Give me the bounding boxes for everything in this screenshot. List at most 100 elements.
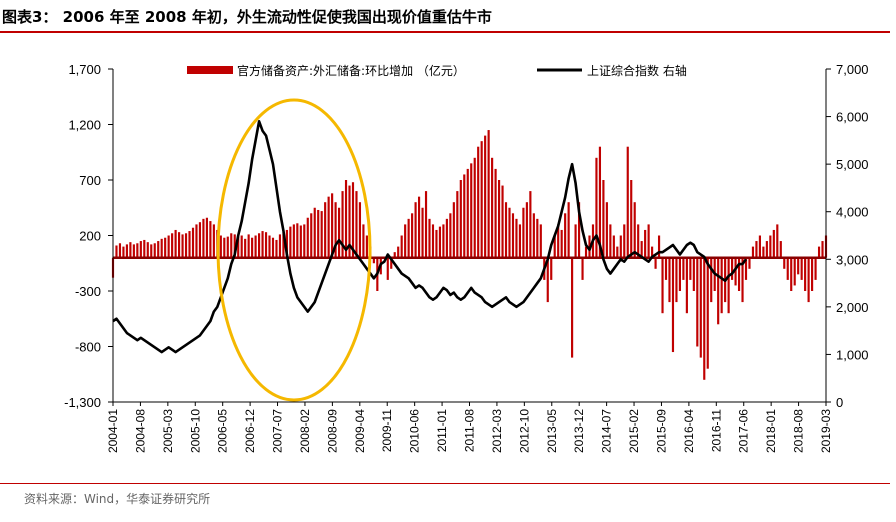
bar <box>675 257 678 303</box>
bar <box>122 246 125 258</box>
bar <box>244 238 247 258</box>
bar <box>411 213 414 258</box>
bar <box>706 257 709 369</box>
chart-title: 图表3： 2006 年至 2008 年初，外生流动性促使我国出现价值重估牛市 <box>2 8 492 26</box>
x-axis-ticks: 2004-01 2004-08 2005-03 2005-10 2006-05 2006-… <box>106 402 833 453</box>
right-tick-label: 1,000 <box>836 347 869 362</box>
bar <box>574 224 577 258</box>
bar <box>717 257 720 325</box>
bar <box>275 239 278 258</box>
x-tick-label: 2011-01 <box>435 409 449 452</box>
bar <box>623 224 626 258</box>
bar <box>414 202 417 258</box>
bar <box>731 257 734 280</box>
x-tick-label: 2005-03 <box>161 409 175 453</box>
bar <box>184 233 188 258</box>
right-tick-label: 7,000 <box>836 62 869 77</box>
bar <box>703 257 706 380</box>
right-tick-label: 5,000 <box>836 157 869 172</box>
bar <box>550 257 553 280</box>
x-tick-label: 2006-05 <box>216 409 230 453</box>
bar <box>205 217 208 258</box>
bar <box>529 191 532 258</box>
index-line <box>112 120 748 354</box>
bar <box>654 257 657 269</box>
bar <box>463 174 466 258</box>
bar <box>536 218 539 258</box>
bar <box>456 191 459 258</box>
bar <box>567 202 570 258</box>
x-tick-label: 2013-05 <box>545 409 559 453</box>
x-tick-label: 2004-01 <box>106 409 120 453</box>
bar <box>560 229 563 258</box>
bar <box>209 221 212 258</box>
bar <box>261 231 264 258</box>
x-tick-label: 2016-11 <box>709 409 723 452</box>
bar <box>160 238 163 258</box>
bar <box>125 244 128 258</box>
bar <box>341 191 344 258</box>
x-tick-label: 2012-10 <box>517 409 531 453</box>
bar <box>751 246 755 258</box>
x-tick-label: 2018-01 <box>764 409 778 453</box>
bar <box>150 244 153 258</box>
bar <box>285 229 288 258</box>
bar <box>748 257 751 269</box>
bar <box>811 257 814 291</box>
left-tick-label: 200 <box>79 229 101 244</box>
left-tick-label: 1,700 <box>68 62 101 77</box>
right-axis-ticks: 7,000 6,000 5,000 4,000 3,000 2,000 1,000 0 <box>826 62 869 410</box>
bar <box>358 202 362 258</box>
bar <box>470 163 473 258</box>
bar <box>657 235 661 258</box>
bar <box>546 257 549 303</box>
bar <box>515 218 518 258</box>
highlight-ellipse <box>216 98 372 402</box>
bar <box>758 235 761 258</box>
bar <box>251 237 254 258</box>
bar <box>188 231 191 258</box>
bar <box>306 217 309 258</box>
x-tick-label: 2005-10 <box>188 409 202 453</box>
bar <box>504 202 508 258</box>
bar <box>598 146 602 258</box>
bar <box>348 185 351 258</box>
x-tick-label: 2008-02 <box>298 409 312 453</box>
bar <box>518 224 522 258</box>
bar <box>202 218 205 258</box>
bar <box>146 242 149 258</box>
bar <box>797 257 800 275</box>
line-series <box>112 120 748 354</box>
bar <box>157 241 160 258</box>
legend-swatch-bar <box>187 66 233 74</box>
bar <box>195 224 198 258</box>
bar <box>692 257 695 291</box>
bar <box>174 229 177 258</box>
bar <box>136 243 139 258</box>
bar <box>473 157 476 258</box>
bar <box>386 257 389 280</box>
bar <box>605 202 608 258</box>
x-tick-label: 2007-07 <box>271 409 285 453</box>
bar <box>466 168 469 258</box>
bar <box>404 224 407 258</box>
bar <box>435 229 438 258</box>
bar <box>320 211 323 258</box>
x-tick-label: 2004-08 <box>133 409 147 453</box>
bar <box>171 233 174 258</box>
bar <box>223 237 226 258</box>
bar <box>626 146 629 258</box>
bar <box>644 229 647 258</box>
bar <box>258 233 261 258</box>
right-tick-label: 0 <box>836 395 843 410</box>
bar <box>678 257 681 291</box>
bar <box>296 223 299 258</box>
bar <box>564 213 567 258</box>
bar <box>337 207 341 258</box>
bar <box>317 209 320 258</box>
bar <box>271 237 275 258</box>
bar <box>167 235 170 258</box>
source-note: 资料来源：Wind，华泰证券研究所 <box>24 492 211 506</box>
right-tick-label: 4,000 <box>836 205 869 220</box>
bar <box>365 235 368 258</box>
